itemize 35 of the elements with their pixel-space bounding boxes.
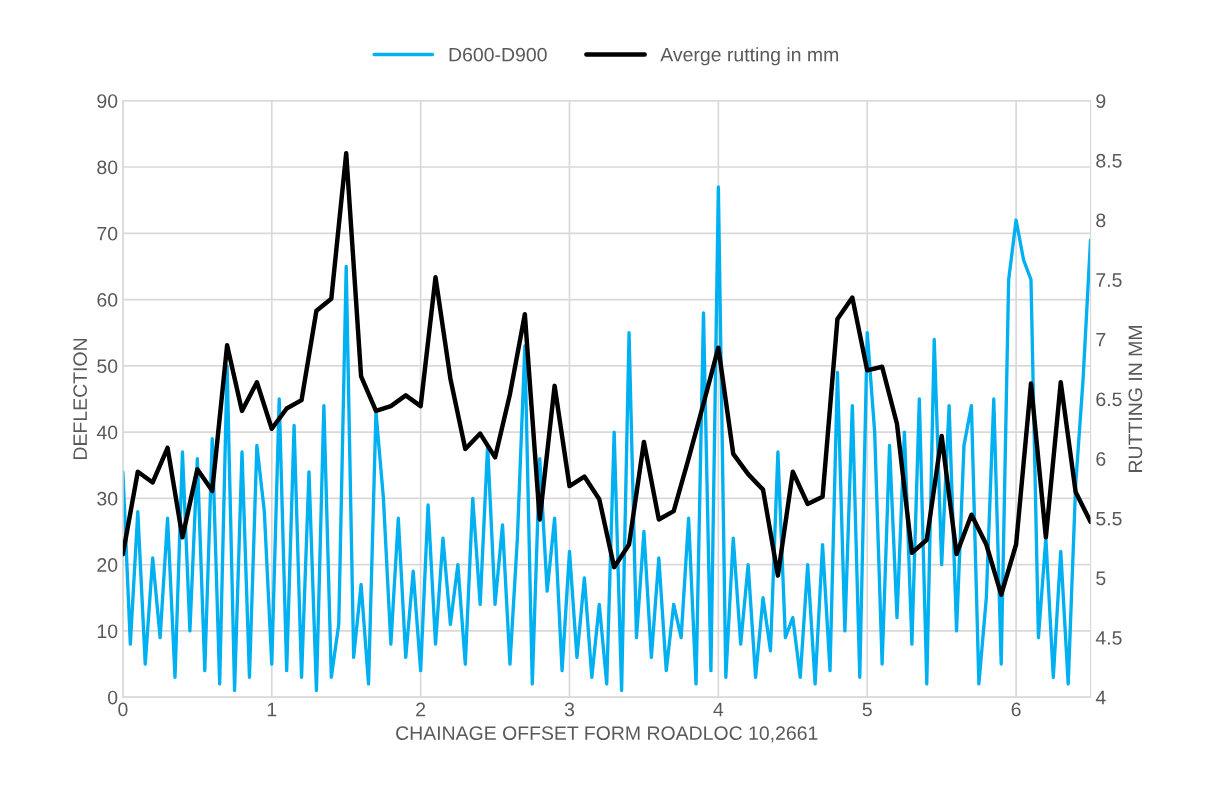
legend-label: Averge rutting in mm	[660, 47, 839, 66]
x-tick-label: 1	[267, 702, 277, 717]
y-tick-label: 30	[97, 491, 118, 506]
x-tick-label: 4	[713, 702, 724, 717]
y-tick-label: 90	[97, 94, 118, 108]
y2-tick-label: 5.5	[1096, 511, 1122, 526]
y2-tick-label: 8.5	[1096, 153, 1122, 168]
y2-tick-label: 6.5	[1096, 392, 1122, 407]
line-series	[122, 151, 1091, 597]
x-tick-label: 5	[862, 702, 872, 717]
y-tick-label: 70	[97, 226, 118, 241]
y-tick-label: 50	[97, 359, 118, 374]
y-tick-label: 40	[96, 425, 118, 440]
y-tick-label: 60	[97, 293, 118, 307]
y2-tick-label: 9	[1096, 94, 1106, 108]
y-tick-label: 80	[97, 160, 118, 175]
x-tick-label: 2	[416, 702, 426, 717]
y-tick-label: 0	[108, 690, 118, 705]
x-axis-title: CHAINAGE OFFSET FORM ROADLOC 10,2661	[396, 726, 818, 743]
y2-tick-label: 6	[1096, 452, 1106, 466]
y2-tick-label: 4.5	[1095, 631, 1122, 645]
y2-tick-label: 7.5	[1096, 273, 1122, 287]
y2-tick-label: 7	[1096, 332, 1106, 347]
y2-axis-title: RUTTING IN MM	[1128, 326, 1143, 472]
x-tick-label: 6	[1011, 702, 1021, 717]
x-tick-label: 0	[118, 702, 128, 717]
y-tick-label: 20	[97, 558, 118, 572]
y2-tick-label: 5	[1096, 571, 1106, 586]
x-tick-label: 3	[564, 702, 575, 717]
y-axis-title: DEFLECTION	[73, 338, 88, 459]
line-series	[122, 185, 1091, 693]
legend-label: D600-D900	[449, 47, 547, 62]
y2-tick-label: 8	[1096, 213, 1106, 228]
y2-tick-label: 4	[1095, 690, 1106, 705]
y-tick-label: 10	[97, 624, 118, 639]
